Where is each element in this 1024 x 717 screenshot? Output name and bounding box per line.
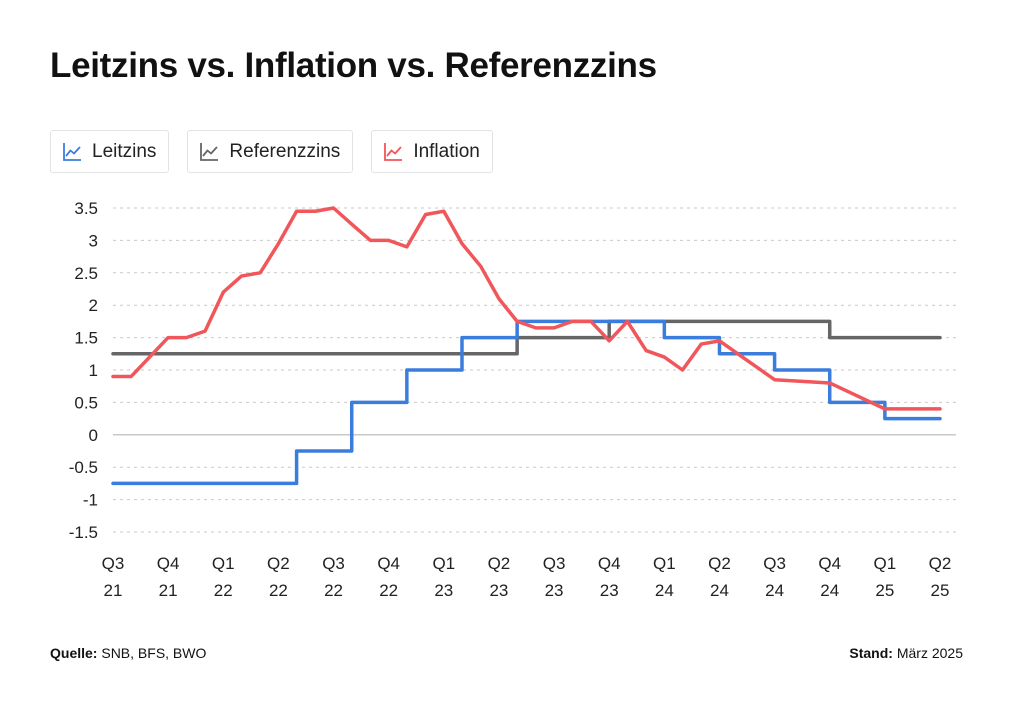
x-tick-year-label: 24 (820, 581, 839, 600)
date-value: März 2025 (896, 645, 963, 661)
x-tick-year-label: 22 (324, 581, 343, 600)
x-tick-year-label: 25 (931, 581, 950, 600)
source-value: SNB, BFS, BWO (101, 645, 207, 661)
x-tick-label: Q4 (377, 554, 400, 573)
x-tick-label: Q2 (267, 554, 290, 573)
legend-item-inflation[interactable]: Inflation (371, 130, 493, 173)
x-tick-year-label: 23 (545, 581, 564, 600)
x-tick-year-label: 23 (600, 581, 619, 600)
series-line-inflation (111, 206, 942, 411)
x-tick-year-label: 23 (489, 581, 508, 600)
legend-item-leitzins[interactable]: Leitzins (50, 130, 170, 173)
y-tick-label: -1 (83, 491, 98, 510)
x-tick-label: Q3 (763, 554, 786, 573)
x-tick-label: Q2 (708, 554, 731, 573)
y-tick-label: 2 (89, 296, 98, 315)
x-tick-year-label: 23 (434, 581, 453, 600)
line-chart-icon (61, 141, 83, 163)
x-tick-label: Q3 (322, 554, 345, 573)
legend-label: Referenzzins (229, 140, 341, 162)
x-tick-label: Q4 (818, 554, 841, 573)
x-tick-label: Q3 (102, 554, 125, 573)
x-tick-label: Q1 (874, 554, 897, 573)
date-label: Stand: (849, 645, 893, 661)
line-chart-icon (382, 141, 404, 163)
x-tick-label: Q2 (929, 554, 952, 573)
y-tick-label: 2.5 (74, 264, 98, 283)
date-note: Stand: März 2025 (849, 645, 963, 661)
source-label: Quelle: (50, 645, 98, 661)
legend-label: Inflation (413, 140, 480, 162)
x-tick-year-label: 21 (159, 581, 178, 600)
x-tick-year-label: 21 (104, 581, 123, 600)
line-chart-icon (198, 141, 220, 163)
x-tick-year-label: 22 (379, 581, 398, 600)
x-tick-year-label: 24 (765, 581, 784, 600)
x-tick-label: Q1 (432, 554, 455, 573)
legend-item-referenzzins[interactable]: Referenzzins (187, 130, 354, 173)
y-tick-label: 0 (89, 426, 98, 445)
y-tick-label: -0.5 (69, 458, 98, 477)
x-tick-label: Q1 (212, 554, 235, 573)
y-tick-label: 0.5 (74, 393, 98, 412)
y-tick-label: 3 (89, 231, 98, 250)
x-tick-label: Q4 (157, 554, 180, 573)
x-tick-label: Q1 (653, 554, 676, 573)
x-tick-year-label: 24 (655, 581, 674, 600)
x-tick-year-label: 22 (269, 581, 288, 600)
x-tick-label: Q4 (598, 554, 621, 573)
x-tick-label: Q2 (488, 554, 511, 573)
x-tick-year-label: 25 (875, 581, 894, 600)
y-tick-label: 3.5 (74, 199, 98, 218)
x-tick-year-label: 22 (214, 581, 233, 600)
y-tick-label: 1.5 (74, 329, 98, 348)
legend-label: Leitzins (92, 140, 157, 162)
x-tick-year-label: 24 (710, 581, 729, 600)
source-note: Quelle: SNB, BFS, BWO (50, 645, 206, 661)
y-tick-label: -1.5 (69, 523, 98, 542)
chart-title: Leitzins vs. Inflation vs. Referenzzins (50, 46, 657, 85)
x-tick-label: Q3 (543, 554, 566, 573)
series-line-referenzzins (111, 319, 942, 356)
y-tick-label: 1 (89, 361, 98, 380)
chart-legend: Leitzins Referenzzins Inflation (50, 130, 493, 173)
